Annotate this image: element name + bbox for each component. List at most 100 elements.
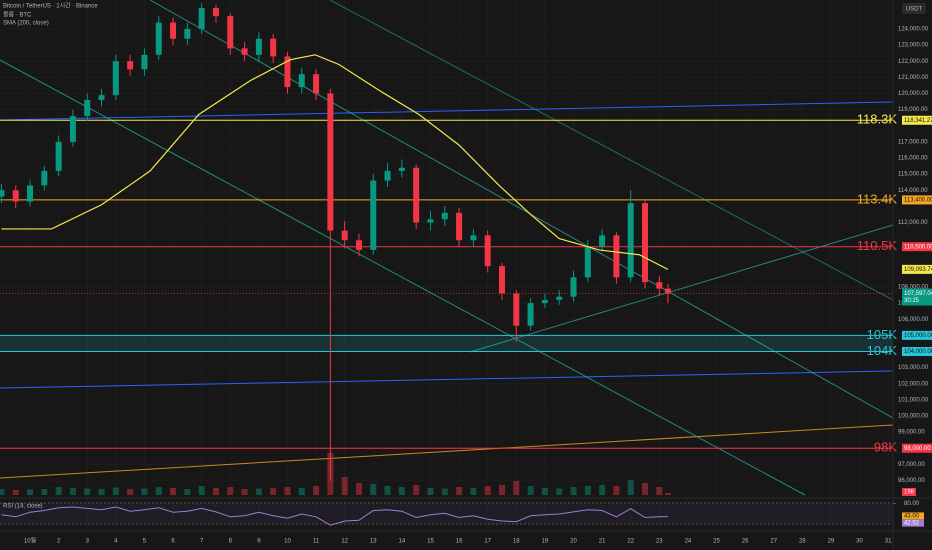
x-tick-label: 19 <box>542 539 549 545</box>
sma-tag <box>902 264 932 274</box>
volume-bar <box>613 486 620 495</box>
volume-bar <box>69 488 76 495</box>
y-tick-label: 103,000.00 <box>898 365 929 371</box>
candle-body <box>470 235 477 241</box>
rsi-tag <box>902 519 924 527</box>
volume-bar <box>664 493 671 495</box>
level-name: 105K <box>867 327 898 342</box>
trend-line <box>0 424 894 479</box>
volume-bar <box>0 489 5 495</box>
y-tick-label: 96,000.00 <box>898 478 925 484</box>
sma-line <box>1 54 669 270</box>
volume-bar <box>41 489 48 495</box>
candle-body <box>69 116 76 142</box>
y-tick-label: 116,000.00 <box>898 156 928 162</box>
candle-body <box>355 240 362 250</box>
y-tick-label: 97,000.00 <box>898 462 925 468</box>
rsi-tick-label: 80.00 <box>904 501 920 507</box>
candle-body <box>112 61 119 96</box>
y-tick-label: 117,000.00 <box>898 139 928 145</box>
symbol: Bitcoin / TetherUS · 1시간 · Binance <box>3 2 98 10</box>
volume-bar <box>556 488 563 495</box>
volume-bar <box>127 489 134 495</box>
level-name: 104K <box>867 343 898 358</box>
candle-body <box>327 93 334 231</box>
x-tick-label: 31 <box>885 539 892 545</box>
y-tick-label: 106,000.00 <box>898 317 929 323</box>
trend-line <box>0 370 894 389</box>
y-tick-label: 102,000.00 <box>898 381 929 387</box>
volume-bar <box>241 489 248 495</box>
x-tick-label: 23 <box>656 539 663 545</box>
x-tick-label: 2 <box>57 539 61 545</box>
candle-body <box>98 95 105 100</box>
level-name: 110.5K <box>857 238 898 253</box>
candle-body <box>570 277 577 297</box>
price-tag-label: 113,400.00 <box>904 198 932 204</box>
y-tick-label: 124,000.00 <box>898 27 929 33</box>
volume-bar <box>627 480 634 495</box>
volume-bar <box>227 487 234 495</box>
volume-bar <box>155 487 162 495</box>
candle-body <box>370 180 377 250</box>
x-tick-label: 30 <box>856 539 863 545</box>
indicator-title: SMA (200, close) <box>3 21 49 27</box>
price-tag <box>902 195 932 205</box>
volume-bar <box>27 489 34 495</box>
countdown: 30:25 <box>904 298 920 304</box>
x-tick-label: 8 <box>229 539 233 545</box>
candle-body <box>170 22 177 39</box>
y-tick-label: 119,000.00 <box>898 107 928 113</box>
candle-body <box>584 246 591 278</box>
volume-bar <box>12 490 19 495</box>
price-tag <box>902 330 932 340</box>
candle-body <box>656 282 663 289</box>
x-tick-label: 17 <box>484 539 491 545</box>
y-tick-label: 100,000.00 <box>898 414 929 420</box>
level-zone <box>0 335 893 352</box>
volume-bar <box>484 486 491 495</box>
rsi-ma-tag <box>902 512 924 520</box>
candle-body <box>198 8 205 30</box>
volume-bar <box>84 488 91 495</box>
trend-line <box>0 101 894 121</box>
x-tick-label: 7 <box>200 539 204 545</box>
volume-bar <box>642 483 649 495</box>
price-tag <box>902 288 932 306</box>
candle-body <box>498 266 505 294</box>
volume-bar <box>513 481 520 495</box>
candle-body <box>41 170 48 186</box>
level-name: 98K <box>874 440 897 455</box>
candle-body <box>284 56 291 88</box>
y-tick-label: 121,000.00 <box>898 75 929 81</box>
volume-bar <box>112 487 119 495</box>
y-tick-label: 99,000.00 <box>898 430 925 436</box>
y-tick-label: 122,000.00 <box>898 59 929 65</box>
x-tick-label: 25 <box>713 539 720 545</box>
x-tick-label: 20 <box>570 539 577 545</box>
level-name: 118.3K <box>857 112 898 127</box>
candle-body <box>513 293 520 326</box>
candle-body <box>541 299 548 304</box>
volume-bar <box>198 486 205 495</box>
volume-bar <box>384 486 391 495</box>
volume-tag-label: 198 <box>904 490 915 496</box>
x-tick-label: 12 <box>341 539 348 545</box>
axes: 96,000.00 97,000.00 99,000.00 100,000.00 10 1… <box>24 27 932 545</box>
candle-body <box>313 74 320 94</box>
price-tag <box>902 242 932 252</box>
channel-line <box>0 59 806 496</box>
x-tick-label: 10 <box>284 539 291 545</box>
candle-body <box>298 74 305 88</box>
volume-bar <box>584 486 591 495</box>
price-tag <box>902 115 932 125</box>
candle-body <box>627 203 634 278</box>
x-tick-label: 10월 <box>24 537 36 545</box>
volume-title: 볼륨 · BTC <box>3 12 32 19</box>
volume-bar <box>313 486 320 495</box>
volume-bar <box>55 487 62 495</box>
volume-bar <box>370 484 377 495</box>
candle-body <box>413 167 420 223</box>
y-tick-label: 112,000.00 <box>898 220 928 226</box>
